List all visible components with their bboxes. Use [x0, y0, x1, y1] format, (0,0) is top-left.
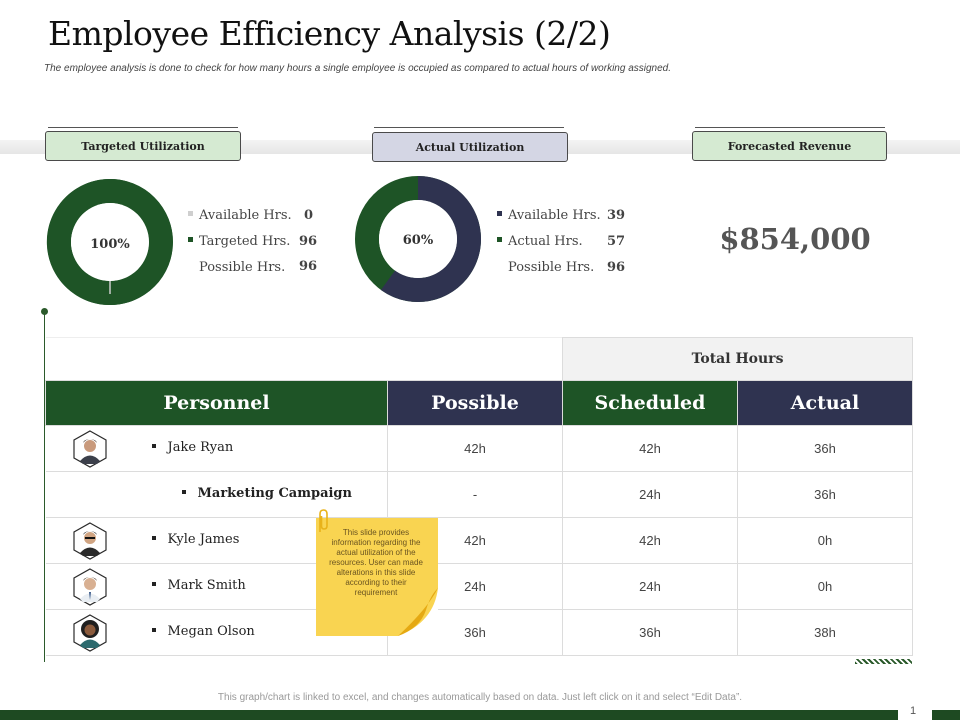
- personnel-name-text: Kyle James: [167, 532, 240, 547]
- actual-cell: 0h: [736, 563, 914, 610]
- table-row: Mark Smith 24h 24h 0h: [45, 563, 914, 610]
- table-group-header-row: Total Hours: [45, 337, 914, 381]
- personnel-cell: Jake Ryan: [45, 425, 388, 472]
- legend-value: 96: [299, 259, 318, 274]
- targeted-donut-hole: [71, 203, 149, 281]
- legend-label: Possible Hrs.: [199, 260, 286, 275]
- tag-rule-actual: [374, 127, 564, 128]
- legend-dot: [188, 237, 193, 242]
- page-number: 1: [910, 705, 917, 717]
- col-personnel: Personnel: [45, 380, 388, 426]
- page-title: Employee Efficiency Analysis (2/2): [48, 14, 611, 53]
- personnel-name: Jake Ryan: [151, 440, 234, 455]
- task-name-text: Marketing Campaign: [197, 486, 352, 501]
- avatar-icon: [72, 522, 107, 560]
- actual-donut: 60%: [355, 176, 481, 302]
- table-rule-dot: [41, 308, 48, 315]
- tag-rule-forecast: [695, 127, 885, 128]
- actual-donut-hole: [379, 200, 457, 278]
- actual-cell: 36h: [736, 471, 914, 518]
- table-header-row: Personnel Possible Scheduled Actual: [45, 380, 914, 426]
- forecasted-revenue-tag: Forecasted Revenue: [692, 131, 887, 161]
- sticky-note-fold: [398, 588, 438, 636]
- legend-value: 96: [607, 260, 626, 275]
- legend-item-available: Available Hrs.: [188, 208, 292, 223]
- personnel-cell: Marketing Campaign: [45, 471, 388, 518]
- legend-item-possible: Possible Hrs.: [199, 260, 285, 275]
- personnel-name: Kyle James: [151, 532, 240, 547]
- table-blank-header: [45, 337, 563, 381]
- tag-rule-targeted: [48, 127, 238, 128]
- personnel-name-text: Jake Ryan: [167, 440, 234, 455]
- table-row: Kyle James 42h 42h 0h: [45, 517, 914, 564]
- targeted-percent: 100%: [90, 237, 130, 252]
- actual-legend: Available Hrs. 39 Actual Hrs. 57 Possibl…: [497, 208, 637, 288]
- scheduled-cell: 24h: [562, 563, 738, 610]
- legend-item-available: Available Hrs.: [497, 208, 601, 223]
- legend-dot: [497, 237, 502, 242]
- bullet-icon: [181, 489, 186, 494]
- scheduled-cell: 36h: [562, 609, 738, 656]
- bottom-bar: [0, 710, 960, 720]
- scheduled-cell: 24h: [562, 471, 738, 518]
- sticky-note-text: This slide provides information regardin…: [329, 528, 423, 597]
- actual-cell: 0h: [736, 517, 914, 564]
- personnel-name: Megan Olson: [151, 624, 255, 639]
- legend-label: Possible Hrs.: [508, 260, 595, 275]
- targeted-utilization-tag: Targeted Utilization: [45, 131, 241, 161]
- actual-cell: 38h: [736, 609, 914, 656]
- table-left-rule: [44, 312, 45, 662]
- paperclip-icon: [319, 509, 328, 532]
- table-row: Marketing Campaign - 24h 36h: [45, 471, 914, 518]
- possible-cell: -: [387, 471, 563, 518]
- bullet-icon: [151, 627, 156, 632]
- actual-donut-arc: [380, 176, 481, 302]
- legend-value: 96: [299, 234, 318, 249]
- scheduled-cell: 42h: [562, 517, 738, 564]
- scheduled-cell: 42h: [562, 425, 738, 472]
- col-scheduled: Scheduled: [562, 380, 738, 426]
- legend-value: 0: [304, 208, 314, 223]
- avatar-icon: [72, 430, 107, 468]
- avatar-icon: [72, 568, 107, 606]
- col-actual: Actual: [736, 380, 914, 426]
- hours-table: Total Hours Personnel Possible Scheduled…: [45, 337, 914, 656]
- avatar-icon: [72, 614, 107, 652]
- legend-label: Actual Hrs.: [508, 234, 583, 249]
- actual-cell: 36h: [736, 425, 914, 472]
- personnel-name: Mark Smith: [151, 578, 246, 593]
- legend-item-actual: Actual Hrs.: [497, 234, 583, 249]
- table-row: Megan Olson 36h 36h 38h: [45, 609, 914, 656]
- legend-value: 39: [607, 208, 626, 223]
- bullet-icon: [151, 443, 156, 448]
- task-name: Marketing Campaign: [181, 486, 352, 501]
- page-number-box: [898, 704, 932, 720]
- legend-item-targeted: Targeted Hrs.: [188, 234, 290, 249]
- table-corner-hatch: [855, 659, 912, 664]
- personnel-name-text: Megan Olson: [167, 624, 255, 639]
- bullet-icon: [151, 535, 156, 540]
- forecasted-revenue-value: $854,000: [719, 222, 871, 256]
- actual-percent: 60%: [403, 233, 434, 248]
- legend-item-possible: Possible Hrs.: [508, 260, 594, 275]
- targeted-legend: Available Hrs. 0 Targeted Hrs. 96 Possib…: [188, 208, 328, 288]
- footer-note: This graph/chart is linked to excel, and…: [217, 692, 743, 703]
- bullet-icon: [151, 581, 156, 586]
- col-possible: Possible: [387, 380, 563, 426]
- legend-dot: [188, 211, 193, 216]
- personnel-name-text: Mark Smith: [167, 578, 246, 593]
- legend-value: 57: [607, 234, 626, 249]
- possible-cell: 42h: [387, 425, 563, 472]
- table-row: Jake Ryan 42h 42h 36h: [45, 425, 914, 472]
- targeted-donut: 100%: [46, 179, 173, 305]
- legend-label: Targeted Hrs.: [199, 234, 291, 249]
- page-subtitle: The employee analysis is done to check f…: [44, 63, 672, 74]
- legend-label: Available Hrs.: [508, 208, 601, 223]
- legend-label: Available Hrs.: [199, 208, 292, 223]
- actual-utilization-tag: Actual Utilization: [372, 132, 568, 162]
- total-hours-header: Total Hours: [561, 337, 914, 381]
- legend-dot: [497, 211, 502, 216]
